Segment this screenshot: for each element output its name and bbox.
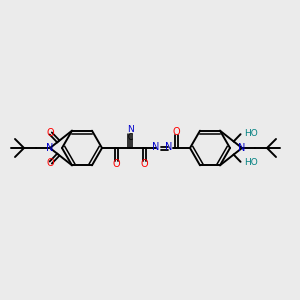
Text: N: N bbox=[46, 143, 54, 153]
Text: N: N bbox=[128, 125, 134, 134]
Text: HO: HO bbox=[244, 129, 258, 138]
Text: O: O bbox=[112, 159, 120, 169]
Text: O: O bbox=[47, 128, 55, 139]
Text: N: N bbox=[238, 143, 246, 153]
Text: C: C bbox=[128, 134, 133, 142]
Text: N: N bbox=[152, 142, 160, 152]
Text: O: O bbox=[172, 127, 180, 137]
Text: O: O bbox=[140, 159, 148, 169]
Text: HO: HO bbox=[244, 158, 258, 167]
Text: O: O bbox=[47, 158, 55, 167]
Text: N: N bbox=[165, 142, 173, 152]
